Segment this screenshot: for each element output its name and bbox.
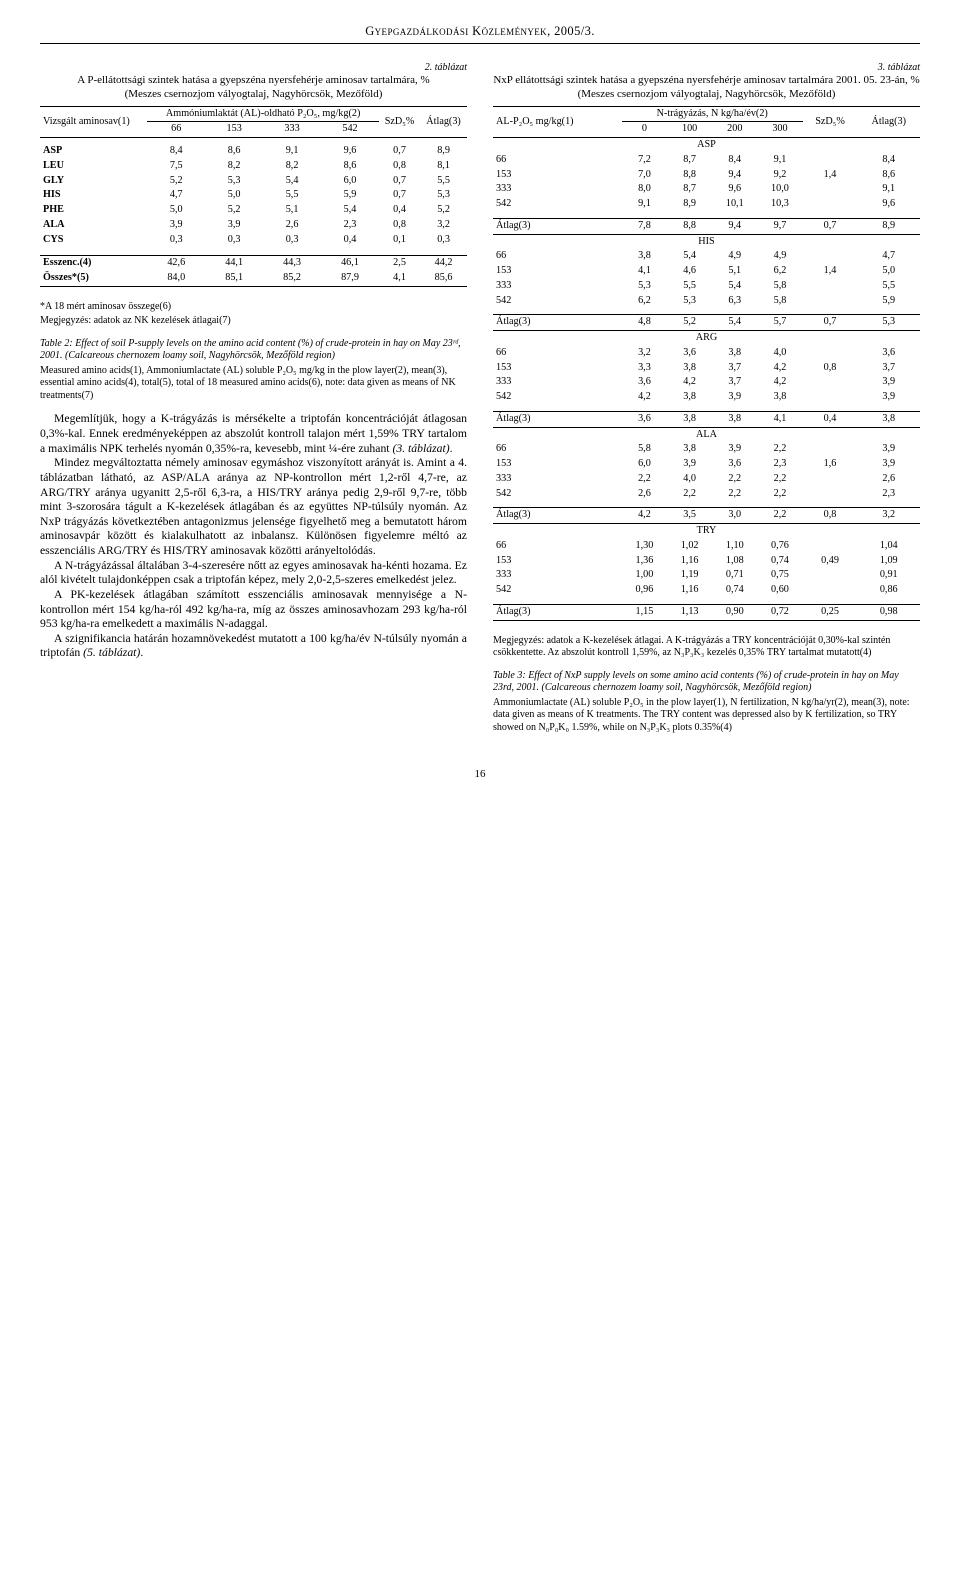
table-row: 667,28,78,49,18,4 [493, 153, 920, 168]
table-row: 3333,64,23,74,23,9 [493, 375, 920, 390]
table-row: 1531,361,161,080,740,491,09 [493, 554, 920, 569]
right-column: 3. táblázat NxP ellátottsági szintek hat… [493, 58, 920, 745]
table3-section-TRY: TRY [493, 524, 920, 539]
table2-title-block: 2. táblázat A P-ellátottsági szintek hat… [40, 62, 467, 102]
body-paragraph: A PK-kezelések átlagában számított essze… [40, 588, 467, 632]
table3-site: (Meszes csernozjom vályogtalaj, Nagyhörc… [493, 88, 920, 102]
table3-number: 3. táblázat [493, 62, 920, 75]
body-paragraph: A szignifikancia határán hozamnövekedést… [40, 632, 467, 661]
table3-n-level: 300 [757, 122, 802, 138]
table3: AL-P₂O₅ mg/kg(1)N-trágyázás, N kg/ha/év(… [493, 106, 920, 621]
table3-caption-en2: Ammoniumlactate (AL) soluble P₂O₅ in the… [493, 697, 920, 735]
table-row: 1533,33,83,74,20,83,7 [493, 361, 920, 376]
table2-row-label: Vizsgált aminosav(1) [40, 106, 147, 138]
table-row: HIS4,75,05,55,90,75,3 [40, 188, 467, 203]
table2-caption-en2: Measured amino acids(1), Ammoniumlactate… [40, 365, 467, 403]
table-row: 663,23,63,84,03,6 [493, 346, 920, 361]
table-row: 1534,14,65,16,21,45,0 [493, 264, 920, 279]
table-row: Esszenc.(4)42,644,144,346,12,544,2 [40, 256, 467, 271]
table3-section-ALA: ALA [493, 427, 920, 442]
table-row: 661,301,021,100,761,04 [493, 539, 920, 554]
table3-mean-row: Átlag(3)4,23,53,02,20,83,2 [493, 508, 920, 524]
table3-mean-row: Átlag(3)1,151,130,900,720,250,98 [493, 604, 920, 620]
table-row: 665,83,83,92,23,9 [493, 442, 920, 457]
table-row: PHE5,05,25,15,40,45,2 [40, 203, 467, 218]
table3-section-HIS: HIS [493, 234, 920, 249]
table2: Vizsgált aminosav(1)Ammóniumlaktát (AL)-… [40, 106, 467, 287]
table3-szd: SzD₅% [803, 106, 858, 138]
table-row: 3332,24,02,22,22,6 [493, 472, 920, 487]
table2-site: (Meszes csernozjom vályogtalaj, Nagyhörc… [40, 88, 467, 102]
table2-szd: SzD₅% [379, 106, 420, 138]
table3-n-level: 200 [712, 122, 757, 138]
table-row: 5426,25,36,35,85,9 [493, 294, 920, 309]
table-row: 663,85,44,94,94,7 [493, 249, 920, 264]
table3-title-block: 3. táblázat NxP ellátottsági szintek hat… [493, 62, 920, 102]
table3-group-label: N-trágyázás, N kg/ha/év(2) [622, 106, 803, 122]
table2-level: 542 [321, 122, 379, 138]
table3-n-level: 100 [667, 122, 712, 138]
table-row: ASP8,48,69,19,60,78,9 [40, 144, 467, 159]
table-row: LEU7,58,28,28,60,88,1 [40, 159, 467, 174]
table-row: 1537,08,89,49,21,48,6 [493, 168, 920, 183]
body-paragraph: Mindez megváltoztatta némely aminosav eg… [40, 456, 467, 558]
table-row: 3335,35,55,45,85,5 [493, 279, 920, 294]
table-row: 3338,08,79,610,09,1 [493, 182, 920, 197]
table3-mean-row: Átlag(3)3,63,83,84,10,43,8 [493, 411, 920, 427]
table3-atlag: Átlag(3) [857, 106, 920, 138]
left-column: 2. táblázat A P-ellátottsági szintek hat… [40, 58, 467, 745]
table2-footnote-1: *A 18 mért aminosav összege(6) [40, 301, 467, 314]
body-text: Megemlítjük, hogy a K-trágyázás is mérsé… [40, 412, 467, 661]
body-paragraph: A N-trágyázással általában 3-4-szeresére… [40, 559, 467, 588]
two-column-layout: 2. táblázat A P-ellátottsági szintek hat… [40, 58, 920, 745]
table2-col-group: Ammóniumlaktát (AL)-oldható P₂O₅, mg/kg(… [147, 106, 379, 122]
table-row: 3331,001,190,710,750,91 [493, 568, 920, 583]
table-row: 1536,03,93,62,31,63,9 [493, 457, 920, 472]
table3-footnote: Megjegyzés: adatok a K-kezelések átlagai… [493, 635, 920, 660]
table-row: ALA3,93,92,62,30,83,2 [40, 218, 467, 233]
table-row: Összes*(5)84,085,185,287,94,185,6 [40, 271, 467, 286]
table-row: GLY5,25,35,46,00,75,5 [40, 174, 467, 189]
table3-section-ARG: ARG [493, 331, 920, 346]
table3-n-level: 0 [622, 122, 667, 138]
page-number: 16 [40, 768, 920, 782]
table2-caption-en: Table 2: Effect of soil P-supply levels … [40, 338, 467, 363]
body-paragraph: Megemlítjük, hogy a K-trágyázás is mérsé… [40, 412, 467, 456]
table-row: 5422,62,22,22,22,3 [493, 487, 920, 502]
table3-left-label: AL-P₂O₅ mg/kg(1) [493, 106, 622, 138]
table3-title: NxP ellátottsági szintek hatása a gyepsz… [493, 74, 920, 88]
table-row: 5429,18,910,110,39,6 [493, 197, 920, 212]
table-row: 5420,961,160,740,600,86 [493, 583, 920, 598]
table2-atlag: Átlag(3) [420, 106, 467, 138]
table2-level: 333 [263, 122, 321, 138]
table2-level: 66 [147, 122, 205, 138]
table3-section-ASP: ASP [493, 138, 920, 153]
table-row: 5424,23,83,93,83,9 [493, 390, 920, 405]
table3-mean-row: Átlag(3)7,88,89,49,70,78,9 [493, 218, 920, 234]
table2-footnote-2: Megjegyzés: adatok az NK kezelések átlag… [40, 315, 467, 328]
table2-number: 2. táblázat [40, 62, 467, 75]
table3-caption-en: Table 3: Effect of NxP supply levels on … [493, 670, 920, 695]
table3-mean-row: Átlag(3)4,85,25,45,70,75,3 [493, 315, 920, 331]
table-row: CYS0,30,30,30,40,10,3 [40, 233, 467, 248]
table2-title: A P-ellátottsági szintek hatása a gyepsz… [40, 74, 467, 88]
table2-level: 153 [205, 122, 263, 138]
page-header: Gyepgazdálkodási Közlemények, 2005/3. [40, 24, 920, 44]
